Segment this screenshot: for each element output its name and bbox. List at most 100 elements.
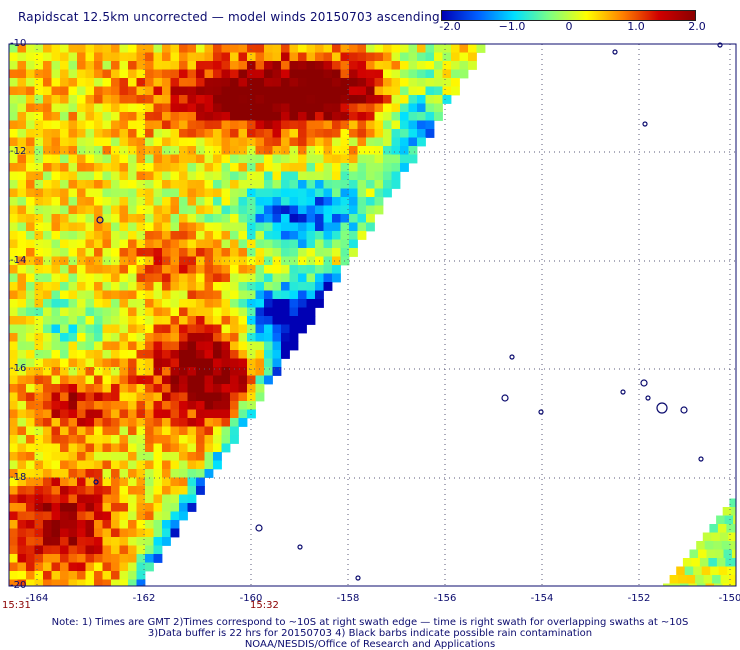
swath-cell <box>102 188 112 198</box>
swath-cell <box>94 469 103 478</box>
swath-cell <box>128 112 137 121</box>
swath-cell <box>298 231 307 240</box>
swath-cell <box>221 103 231 113</box>
swath-cell <box>711 532 721 542</box>
swath-cell <box>221 435 231 444</box>
swath-cell <box>26 86 35 96</box>
swath-cell <box>128 494 137 504</box>
swath-cell <box>281 154 290 164</box>
swath-cell <box>417 129 426 138</box>
swath-cell <box>323 222 333 232</box>
swath-cell <box>272 265 282 274</box>
swath-cell <box>221 197 231 206</box>
swath-cell <box>68 358 78 368</box>
swath-cell <box>238 299 248 308</box>
swath-cell <box>94 52 103 62</box>
swath-cell <box>238 273 248 283</box>
swath-cell <box>26 418 35 427</box>
swath-cell <box>213 401 222 410</box>
swath-cell <box>77 316 86 325</box>
swath-cell <box>272 307 282 317</box>
swath-cell <box>51 367 61 376</box>
swath-cell <box>179 120 188 130</box>
swath-cell <box>230 282 239 291</box>
swath-cell <box>94 486 103 495</box>
swath-cell <box>26 146 35 155</box>
swath-cell <box>204 146 214 155</box>
swath-cell <box>425 129 435 138</box>
swath-cell <box>145 401 154 410</box>
swath-cell <box>136 61 146 70</box>
swath-cell <box>17 333 27 342</box>
swath-cell <box>43 537 52 546</box>
swath-cell <box>51 290 61 300</box>
swath-cell <box>366 197 375 206</box>
swath-cell <box>111 545 120 555</box>
swath-cell <box>179 358 188 368</box>
swath-cell <box>68 341 78 351</box>
swath-cell <box>85 341 95 351</box>
swath-cell <box>77 537 86 546</box>
swath-cell <box>51 443 61 453</box>
swath-cell <box>128 486 137 495</box>
swath-cell <box>128 52 137 62</box>
swath-cell <box>196 426 205 436</box>
swath-cell <box>323 197 333 206</box>
swath-cell <box>357 112 367 121</box>
swath-cell <box>298 146 307 155</box>
swath-cell <box>17 290 27 300</box>
swath-cell <box>51 69 61 79</box>
swath-cell <box>349 52 358 62</box>
swath-cell <box>255 290 265 300</box>
swath-cell <box>43 112 52 121</box>
swath-cell <box>85 112 95 121</box>
swath-cell <box>162 486 171 495</box>
lat-label-14: -14 <box>10 255 27 266</box>
swath-cell <box>170 222 180 232</box>
swath-cell <box>119 469 129 478</box>
swath-cell <box>162 477 171 487</box>
swath-cell <box>179 375 188 385</box>
swath-cell <box>298 299 307 308</box>
swath-cell <box>119 290 129 300</box>
swath-cell <box>170 171 180 181</box>
swath-cell <box>17 571 27 580</box>
swath-cell <box>77 528 86 538</box>
swath-cell <box>94 146 103 155</box>
swath-cell <box>196 95 205 104</box>
swath-cell <box>34 443 44 453</box>
swath-cell <box>213 384 222 393</box>
swath-cell <box>238 214 248 223</box>
swath-cell <box>60 460 69 470</box>
swath-cell <box>26 333 35 342</box>
swath-cell <box>272 129 282 138</box>
swath-cell <box>204 44 214 53</box>
swath-cell <box>145 384 154 393</box>
swath-cell <box>102 214 112 223</box>
swath-cell <box>9 154 18 164</box>
swath-cell <box>349 86 358 96</box>
swath-cell <box>306 180 316 189</box>
swath-cell <box>17 163 27 172</box>
swath-cell <box>170 52 180 62</box>
swath-cell <box>238 78 248 87</box>
swath-cell <box>68 205 78 215</box>
swath-cell <box>119 52 129 62</box>
swath-cell <box>34 520 44 529</box>
swath-cell <box>102 95 112 104</box>
swath-cell <box>136 316 146 325</box>
swath-cell <box>102 401 112 410</box>
swath-cell <box>272 61 282 70</box>
swath-cell <box>170 307 180 317</box>
swath-cell <box>26 426 35 436</box>
swath-cell <box>34 163 44 172</box>
swath-cell <box>238 120 248 130</box>
swath-cell <box>77 171 86 181</box>
swath-cell <box>298 180 307 189</box>
swath-cell <box>179 494 188 504</box>
swath-cell <box>111 316 120 325</box>
swath-cell <box>128 231 137 240</box>
swath-cell <box>213 222 222 232</box>
swath-cell <box>255 69 265 79</box>
swath-cell <box>264 316 273 325</box>
